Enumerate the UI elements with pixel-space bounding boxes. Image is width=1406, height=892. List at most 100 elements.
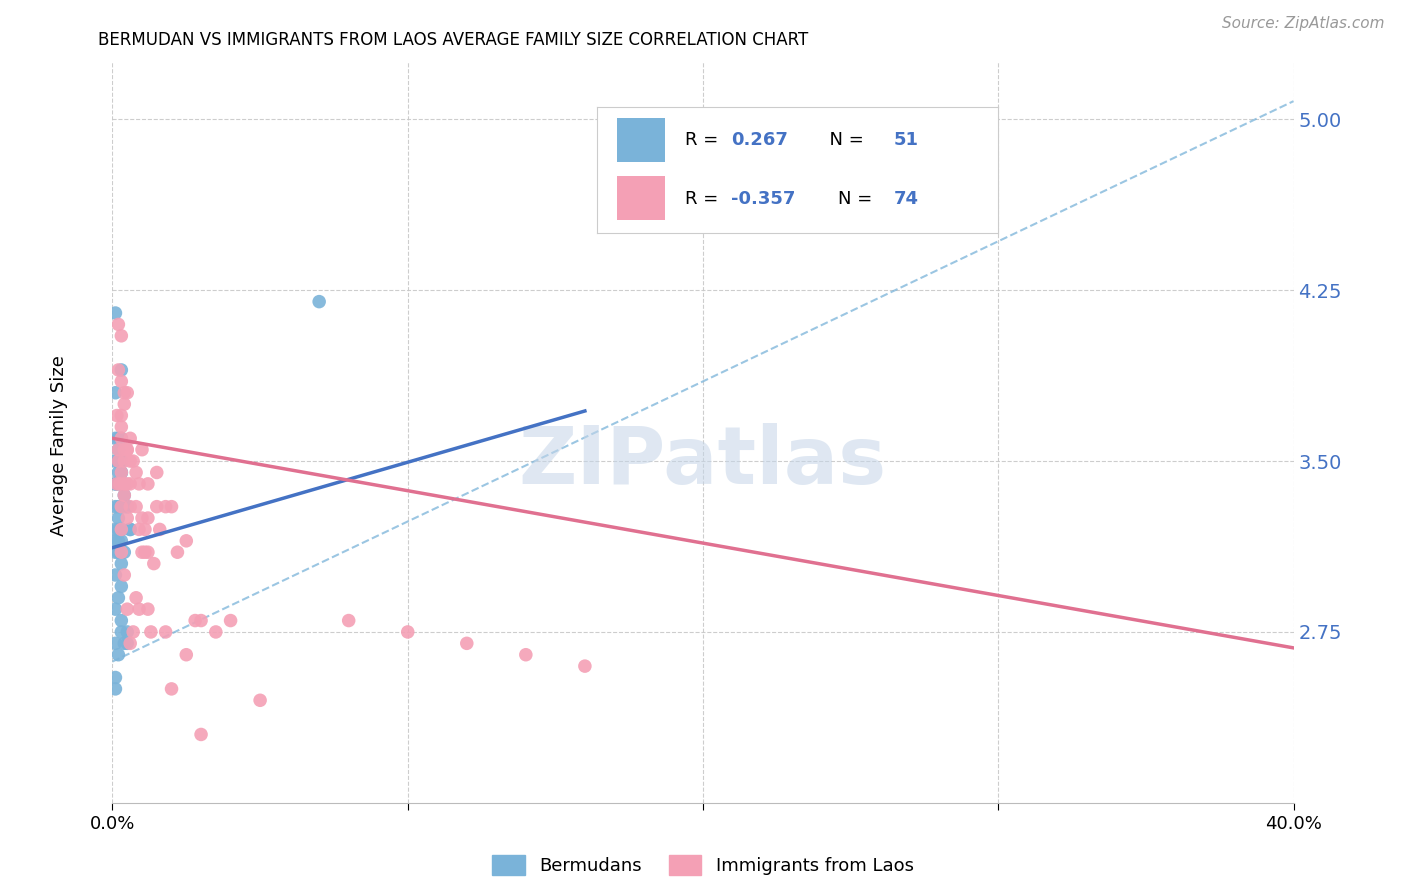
Point <box>110 420 132 434</box>
Point <box>219 614 242 628</box>
Point <box>110 328 132 343</box>
Point <box>104 500 127 514</box>
Point <box>107 591 129 605</box>
Point <box>105 409 128 423</box>
Point <box>146 466 169 480</box>
Point <box>104 385 127 400</box>
Point <box>110 466 132 480</box>
Point <box>117 500 138 514</box>
Point <box>110 409 132 423</box>
Point <box>104 636 127 650</box>
Point <box>117 602 138 616</box>
Point <box>337 614 360 628</box>
Point <box>105 476 128 491</box>
Point <box>117 636 138 650</box>
Point <box>456 636 478 650</box>
Point <box>120 523 142 537</box>
Point <box>107 466 129 480</box>
Point <box>107 454 129 468</box>
Point <box>112 476 135 491</box>
Point <box>110 533 132 548</box>
Point <box>112 500 135 514</box>
Point <box>104 523 127 537</box>
Point <box>107 454 129 468</box>
Point <box>112 488 135 502</box>
Point <box>146 500 169 514</box>
Point <box>515 648 537 662</box>
Point <box>125 500 148 514</box>
Point <box>110 454 132 468</box>
Point <box>117 500 138 514</box>
Point <box>117 476 138 491</box>
Point <box>574 659 596 673</box>
Point <box>128 602 150 616</box>
Point <box>112 397 135 411</box>
Point <box>104 545 127 559</box>
Point <box>117 624 138 639</box>
Point <box>155 500 177 514</box>
Point <box>107 511 129 525</box>
Point <box>110 466 132 480</box>
Point <box>174 648 197 662</box>
Point <box>110 431 132 445</box>
Point <box>134 545 156 559</box>
Point <box>107 442 129 457</box>
Point <box>107 523 129 537</box>
Point <box>110 579 132 593</box>
Point <box>149 523 172 537</box>
Point <box>104 681 127 696</box>
Point <box>117 385 138 400</box>
Point <box>110 557 132 571</box>
Text: ZIPatlas: ZIPatlas <box>519 423 887 501</box>
Point <box>104 476 127 491</box>
Point <box>160 500 183 514</box>
Text: Average Family Size: Average Family Size <box>51 356 67 536</box>
Point <box>249 693 271 707</box>
Point <box>107 318 129 332</box>
Point <box>308 294 330 309</box>
Point <box>107 476 129 491</box>
Point <box>112 385 135 400</box>
Point <box>160 681 183 696</box>
Point <box>125 591 148 605</box>
Point <box>136 476 159 491</box>
Text: Source: ZipAtlas.com: Source: ZipAtlas.com <box>1222 16 1385 31</box>
Point <box>136 511 159 525</box>
Point <box>125 466 148 480</box>
Point <box>104 602 127 616</box>
Legend: Bermudans, Immigrants from Laos: Bermudans, Immigrants from Laos <box>485 847 921 882</box>
Point <box>190 614 212 628</box>
Point <box>110 375 132 389</box>
Point <box>117 442 138 457</box>
Point <box>107 500 129 514</box>
Point <box>104 568 127 582</box>
Point <box>112 636 135 650</box>
Point <box>120 523 142 537</box>
Point <box>110 624 132 639</box>
Point <box>110 363 132 377</box>
Point <box>110 545 132 559</box>
Point <box>117 511 138 525</box>
Point <box>120 454 142 468</box>
Point <box>104 306 127 320</box>
Text: BERMUDAN VS IMMIGRANTS FROM LAOS AVERAGE FAMILY SIZE CORRELATION CHART: BERMUDAN VS IMMIGRANTS FROM LAOS AVERAGE… <box>98 31 808 49</box>
Point <box>174 533 197 548</box>
Point <box>112 488 135 502</box>
Point <box>112 545 135 559</box>
Point <box>112 568 135 582</box>
Point <box>107 431 129 445</box>
Point <box>134 523 156 537</box>
Point <box>107 454 129 468</box>
Point <box>108 476 131 491</box>
Point <box>104 476 127 491</box>
Point <box>120 431 142 445</box>
Point <box>104 454 127 468</box>
Point <box>110 500 132 514</box>
Point <box>104 431 127 445</box>
Point <box>107 545 129 559</box>
Point <box>120 500 142 514</box>
Point <box>142 557 165 571</box>
Point <box>112 476 135 491</box>
Point <box>139 624 162 639</box>
Point <box>155 624 177 639</box>
